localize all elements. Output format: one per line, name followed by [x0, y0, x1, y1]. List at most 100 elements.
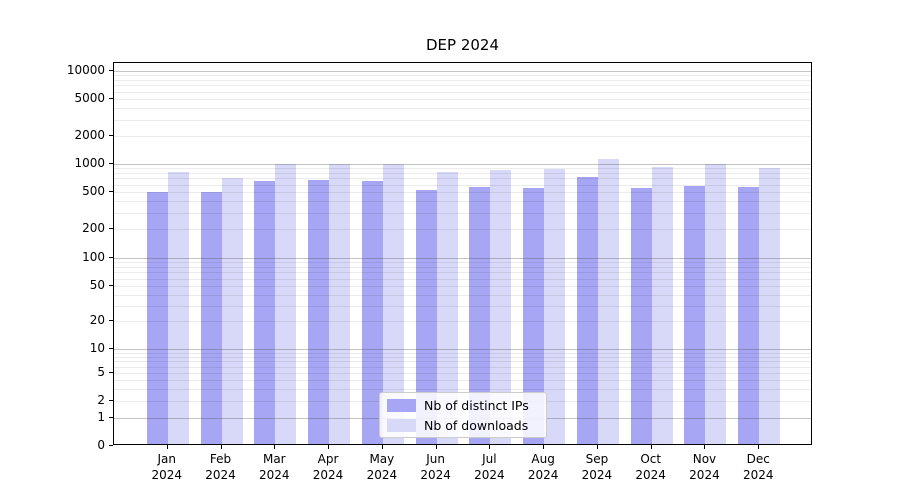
- minor-gridline: [114, 99, 811, 100]
- minor-gridline: [114, 388, 811, 390]
- x-tick-label-oct: Oct 2024: [635, 452, 666, 482]
- y-tick-mark: [109, 400, 113, 401]
- bar-distinct-ips-9: [630, 188, 652, 444]
- chart-title: DEP 2024: [425, 36, 499, 54]
- x-tick-label-feb: Feb 2024: [205, 452, 236, 482]
- x-tick-mark: [328, 445, 330, 449]
- y-tick-label: 1000: [74, 156, 105, 170]
- minor-gridline: [114, 352, 811, 354]
- y-tick-mark: [109, 320, 113, 321]
- bar-distinct-ips-1: [200, 192, 222, 444]
- y-tick-label: 10: [89, 341, 105, 355]
- major-gridline: [114, 164, 811, 165]
- x-tick-mark: [650, 445, 652, 449]
- x-tick-mark: [274, 445, 276, 449]
- minor-gridline: [114, 75, 811, 77]
- y-tick-mark: [109, 372, 113, 373]
- y-tick-mark: [109, 191, 113, 192]
- minor-gridline: [114, 278, 811, 280]
- bar-downloads-8: [597, 158, 619, 444]
- minor-gridline: [114, 379, 811, 381]
- bar-distinct-ips-10: [684, 185, 706, 444]
- minor-gridline: [114, 119, 811, 121]
- minor-gridline: [114, 201, 811, 202]
- y-tick-label: 5: [97, 365, 105, 379]
- minor-gridline: [114, 184, 811, 186]
- legend-swatch-distinct-ips: [387, 398, 416, 412]
- bar-distinct-ips-0: [146, 192, 168, 444]
- bar-distinct-ips-4: [361, 181, 383, 444]
- y-tick-label: 2: [97, 393, 105, 407]
- bar-downloads-7: [544, 168, 566, 444]
- bar-downloads-9: [651, 166, 673, 444]
- minor-gridline: [114, 305, 811, 307]
- y-tick-mark: [109, 348, 113, 349]
- x-tick-mark: [596, 445, 598, 449]
- x-tick-mark: [543, 445, 545, 449]
- bar-distinct-ips-2: [254, 181, 276, 444]
- y-tick-label: 0: [97, 437, 105, 452]
- bar-downloads-11: [759, 168, 781, 444]
- legend-label-distinct-ips: Nb of distinct IPs: [424, 397, 529, 413]
- minor-gridline: [114, 136, 811, 137]
- minor-gridline: [114, 192, 811, 193]
- y-tick-label: 500: [82, 184, 105, 198]
- y-tick-label: 10000: [66, 63, 105, 77]
- x-tick-label-may: May 2024: [366, 452, 398, 482]
- plot-area: [113, 62, 812, 445]
- y-tick-mark: [109, 228, 113, 229]
- legend-swatch-downloads: [387, 418, 416, 432]
- minor-gridline: [114, 178, 811, 180]
- bar-distinct-ips-7: [523, 188, 545, 444]
- minor-gridline: [114, 321, 811, 322]
- x-tick-label-apr: Apr 2024: [312, 452, 344, 482]
- minor-gridline: [114, 80, 811, 81]
- major-gridline: [114, 71, 811, 72]
- minor-gridline: [114, 168, 811, 170]
- x-tick-label-aug: Aug 2024: [527, 452, 559, 482]
- x-tick-label-jan: Jan 2024: [151, 452, 183, 482]
- bar-downloads-1: [221, 177, 243, 444]
- y-tick-mark: [109, 163, 113, 164]
- minor-gridline: [114, 294, 811, 296]
- bar-downloads-0: [167, 171, 189, 444]
- minor-gridline: [114, 373, 811, 374]
- major-gridline: [114, 258, 811, 259]
- minor-gridline: [114, 366, 811, 368]
- bar-distinct-ips-5: [415, 190, 437, 444]
- legend-label-downloads: Nb of downloads: [424, 417, 529, 433]
- bar-downloads-6: [490, 170, 512, 444]
- bar-downloads-4: [382, 163, 404, 444]
- x-tick-label-mar: Mar 2024: [259, 452, 290, 482]
- x-tick-mark: [758, 445, 760, 449]
- x-tick-mark: [489, 445, 491, 449]
- y-tick-label: 2000: [74, 128, 105, 142]
- y-tick-label: 5000: [74, 91, 105, 105]
- minor-gridline: [114, 272, 811, 274]
- x-tick-label-dec: Dec 2024: [742, 452, 774, 482]
- minor-gridline: [114, 267, 811, 268]
- y-tick-mark: [109, 70, 113, 71]
- x-tick-label-jun: Jun 2024: [420, 452, 451, 482]
- y-tick-label: 1: [97, 410, 105, 424]
- bar-distinct-ips-3: [308, 180, 330, 444]
- minor-gridline: [114, 229, 811, 230]
- y-tick-mark: [109, 135, 113, 136]
- minor-gridline: [114, 108, 811, 109]
- minor-gridline: [114, 356, 811, 358]
- bar-downloads-3: [329, 164, 351, 444]
- legend: Nb of distinct IPs Nb of downloads: [379, 392, 547, 438]
- major-gridline: [114, 349, 811, 350]
- y-tick-label: 50: [89, 278, 105, 292]
- x-tick-mark: [381, 445, 383, 449]
- minor-gridline: [114, 173, 811, 174]
- y-tick-mark: [109, 257, 113, 258]
- legend-item-downloads: Nb of downloads: [387, 418, 539, 433]
- x-tick-mark: [704, 445, 706, 449]
- minor-gridline: [114, 212, 811, 214]
- x-tick-mark: [220, 445, 222, 449]
- bar-downloads-10: [705, 163, 727, 444]
- minor-gridline: [114, 85, 811, 87]
- bar-distinct-ips-11: [738, 187, 760, 444]
